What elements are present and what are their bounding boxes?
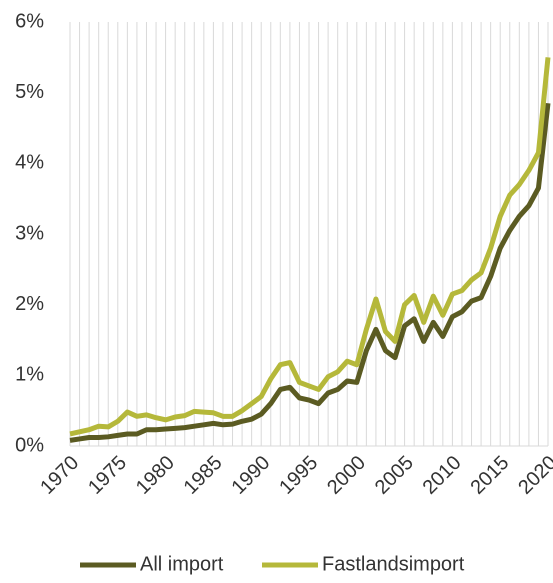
legend-label: All import [140,553,224,575]
x-tick-label: 1990 [227,452,274,499]
y-tick-label: 5% [15,81,44,103]
x-tick-label: 2020 [514,452,553,499]
x-tick-label: 2000 [323,452,370,499]
y-tick-label: 0% [15,434,44,456]
y-tick-label: 6% [15,10,44,32]
series-line [69,102,551,443]
x-tick-label: 1970 [36,452,83,499]
x-tick-label: 2005 [371,452,418,499]
x-tick-label: 2015 [466,452,513,499]
x-tick-label: 1975 [84,452,131,499]
x-tick-label: 1985 [180,452,227,499]
series-line [69,57,551,437]
y-tick-label: 3% [15,222,44,244]
x-tick-label: 2010 [419,452,466,499]
y-tick-label: 4% [15,152,44,174]
legend-label: Fastlandsimport [322,553,465,575]
y-tick-label: 2% [15,293,44,315]
x-tick-label: 1995 [275,452,322,499]
y-tick-label: 1% [15,364,44,386]
x-tick-label: 1980 [132,452,179,499]
